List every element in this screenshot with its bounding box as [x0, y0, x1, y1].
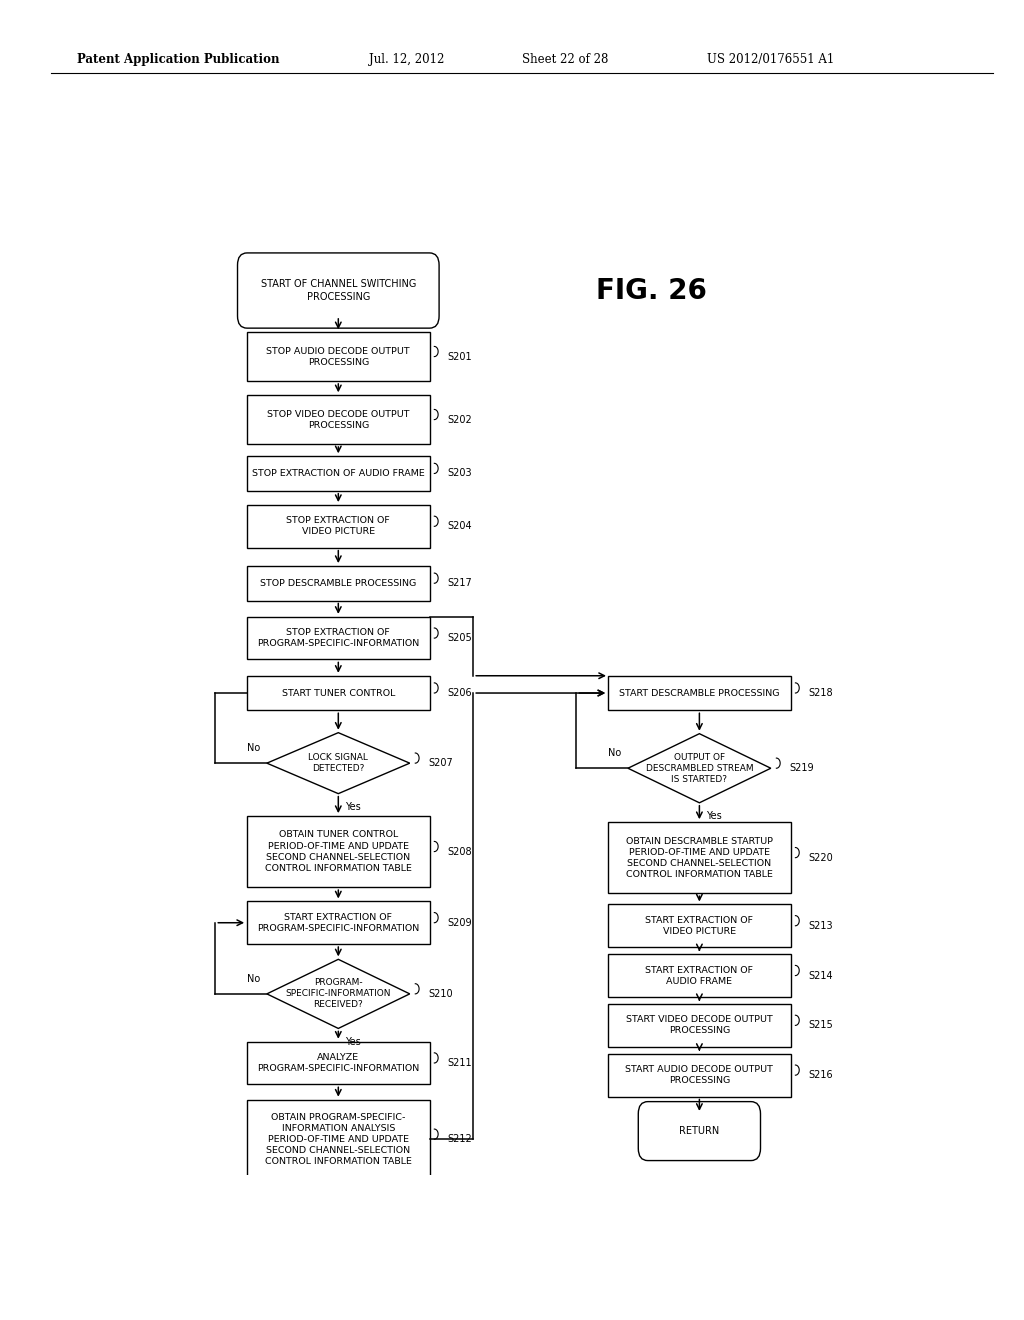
Text: S205: S205 [447, 634, 472, 643]
Text: S210: S210 [428, 989, 453, 999]
Text: S203: S203 [447, 469, 472, 478]
FancyBboxPatch shape [238, 253, 439, 329]
Text: S213: S213 [808, 921, 833, 931]
Text: Yes: Yes [706, 810, 722, 821]
FancyBboxPatch shape [247, 333, 430, 381]
Text: S216: S216 [808, 1071, 833, 1080]
Text: No: No [247, 974, 260, 983]
Text: START EXTRACTION OF
PROGRAM-SPECIFIC-INFORMATION: START EXTRACTION OF PROGRAM-SPECIFIC-INF… [257, 912, 420, 933]
FancyBboxPatch shape [608, 676, 791, 710]
Text: START EXTRACTION OF
AUDIO FRAME: START EXTRACTION OF AUDIO FRAME [645, 965, 754, 986]
Text: No: No [608, 748, 622, 758]
Text: S214: S214 [808, 970, 833, 981]
Polygon shape [267, 733, 410, 793]
FancyBboxPatch shape [608, 904, 791, 948]
Text: S208: S208 [447, 846, 472, 857]
Text: STOP EXTRACTION OF AUDIO FRAME: STOP EXTRACTION OF AUDIO FRAME [252, 469, 425, 478]
Text: START OF CHANNEL SWITCHING
PROCESSING: START OF CHANNEL SWITCHING PROCESSING [261, 280, 416, 302]
Text: LOCK SIGNAL
DETECTED?: LOCK SIGNAL DETECTED? [308, 754, 369, 774]
Text: Yes: Yes [345, 1036, 360, 1047]
Text: S218: S218 [808, 688, 833, 698]
Text: ANALYZE
PROGRAM-SPECIFIC-INFORMATION: ANALYZE PROGRAM-SPECIFIC-INFORMATION [257, 1053, 420, 1073]
Text: S217: S217 [447, 578, 472, 589]
Text: OBTAIN PROGRAM-SPECIFIC-
INFORMATION ANALYSIS
PERIOD-OF-TIME AND UPDATE
SECOND C: OBTAIN PROGRAM-SPECIFIC- INFORMATION ANA… [265, 1113, 412, 1166]
FancyBboxPatch shape [247, 816, 430, 887]
Text: Sheet 22 of 28: Sheet 22 of 28 [522, 53, 608, 66]
FancyBboxPatch shape [247, 902, 430, 944]
Text: STOP EXTRACTION OF
PROGRAM-SPECIFIC-INFORMATION: STOP EXTRACTION OF PROGRAM-SPECIFIC-INFO… [257, 628, 420, 648]
Text: S211: S211 [447, 1059, 472, 1068]
FancyBboxPatch shape [247, 676, 430, 710]
Text: RETURN: RETURN [679, 1126, 720, 1137]
Text: Yes: Yes [345, 801, 360, 812]
FancyBboxPatch shape [638, 1102, 761, 1160]
FancyBboxPatch shape [247, 395, 430, 444]
Text: FIG. 26: FIG. 26 [596, 276, 708, 305]
FancyBboxPatch shape [247, 616, 430, 660]
Text: S207: S207 [428, 758, 453, 768]
Text: OUTPUT OF
DESCRAMBLED STREAM
IS STARTED?: OUTPUT OF DESCRAMBLED STREAM IS STARTED? [645, 752, 754, 784]
Text: Patent Application Publication: Patent Application Publication [77, 53, 280, 66]
Text: US 2012/0176551 A1: US 2012/0176551 A1 [707, 53, 834, 66]
FancyBboxPatch shape [608, 1053, 791, 1097]
Text: PROGRAM-
SPECIFIC-INFORMATION
RECEIVED?: PROGRAM- SPECIFIC-INFORMATION RECEIVED? [286, 978, 391, 1010]
Text: OBTAIN TUNER CONTROL
PERIOD-OF-TIME AND UPDATE
SECOND CHANNEL-SELECTION
CONTROL : OBTAIN TUNER CONTROL PERIOD-OF-TIME AND … [265, 830, 412, 873]
Text: S212: S212 [447, 1134, 472, 1144]
Text: S215: S215 [808, 1020, 833, 1031]
Text: STOP AUDIO DECODE OUTPUT
PROCESSING: STOP AUDIO DECODE OUTPUT PROCESSING [266, 347, 411, 367]
FancyBboxPatch shape [247, 1041, 430, 1084]
Text: OBTAIN DESCRAMBLE STARTUP
PERIOD-OF-TIME AND UPDATE
SECOND CHANNEL-SELECTION
CON: OBTAIN DESCRAMBLE STARTUP PERIOD-OF-TIME… [626, 837, 773, 879]
Polygon shape [267, 960, 410, 1028]
FancyBboxPatch shape [247, 1100, 430, 1179]
Text: STOP VIDEO DECODE OUTPUT
PROCESSING: STOP VIDEO DECODE OUTPUT PROCESSING [267, 409, 410, 430]
Text: S201: S201 [447, 351, 472, 362]
Text: S219: S219 [790, 763, 814, 774]
Text: S209: S209 [447, 917, 472, 928]
Text: START DESCRAMBLE PROCESSING: START DESCRAMBLE PROCESSING [620, 689, 779, 697]
FancyBboxPatch shape [608, 954, 791, 997]
FancyBboxPatch shape [247, 457, 430, 491]
FancyBboxPatch shape [247, 566, 430, 601]
Text: No: No [247, 743, 260, 752]
Text: S202: S202 [447, 414, 472, 425]
Text: S206: S206 [447, 688, 472, 698]
Polygon shape [628, 734, 771, 803]
Text: START EXTRACTION OF
VIDEO PICTURE: START EXTRACTION OF VIDEO PICTURE [645, 916, 754, 936]
Text: STOP DESCRAMBLE PROCESSING: STOP DESCRAMBLE PROCESSING [260, 578, 417, 587]
FancyBboxPatch shape [608, 1005, 791, 1047]
Text: S220: S220 [808, 853, 833, 863]
FancyBboxPatch shape [608, 822, 791, 894]
Text: STOP EXTRACTION OF
VIDEO PICTURE: STOP EXTRACTION OF VIDEO PICTURE [287, 516, 390, 536]
Text: START VIDEO DECODE OUTPUT
PROCESSING: START VIDEO DECODE OUTPUT PROCESSING [626, 1015, 773, 1035]
Text: START AUDIO DECODE OUTPUT
PROCESSING: START AUDIO DECODE OUTPUT PROCESSING [626, 1065, 773, 1085]
Text: START TUNER CONTROL: START TUNER CONTROL [282, 689, 395, 697]
FancyBboxPatch shape [247, 506, 430, 548]
Text: S204: S204 [447, 521, 472, 532]
Text: Jul. 12, 2012: Jul. 12, 2012 [369, 53, 444, 66]
